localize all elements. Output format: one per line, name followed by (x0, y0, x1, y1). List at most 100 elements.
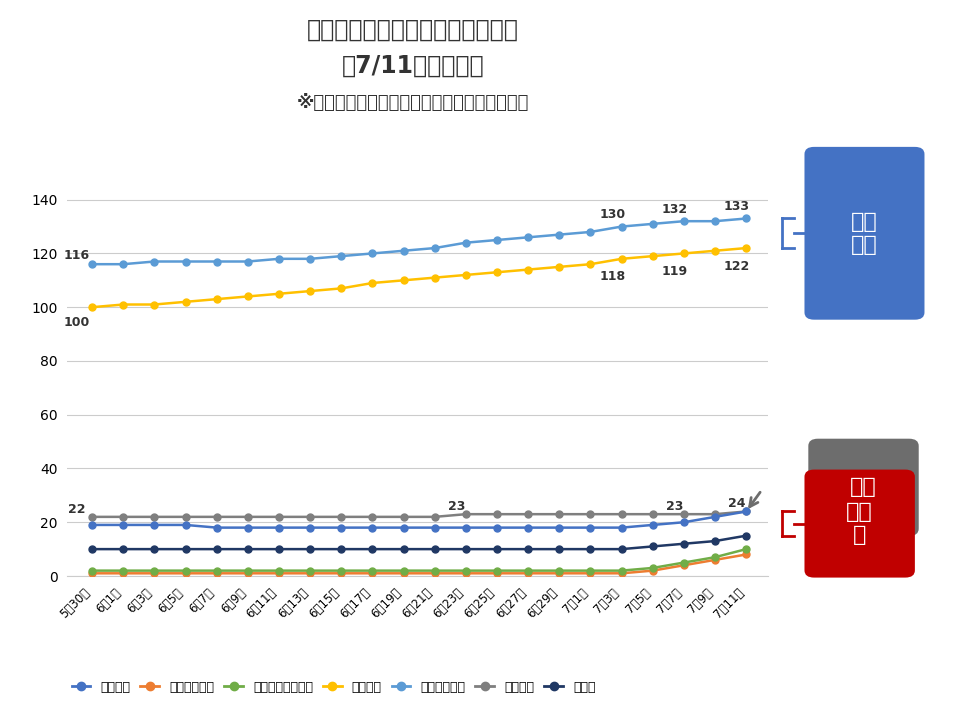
退院者数 (429, 274, 441, 282)
死亡者数 (274, 513, 285, 521)
療養終了者数 (397, 246, 409, 255)
Text: 23: 23 (666, 500, 684, 513)
Text: 118: 118 (599, 270, 625, 283)
宿泊施設療養者数 (492, 567, 503, 575)
その他 (492, 545, 503, 554)
療養終了者数 (367, 249, 378, 258)
退院者数 (492, 268, 503, 276)
Line: 自宅療養者数: 自宅療養者数 (88, 551, 750, 577)
自宅療養者数 (554, 569, 565, 577)
自宅療養者数 (211, 569, 223, 577)
自宅療養者数 (709, 556, 721, 564)
入院者数 (304, 523, 316, 532)
療養終了者数 (740, 214, 752, 222)
入院者数 (117, 521, 129, 529)
死亡者数 (117, 513, 129, 521)
入院者数 (211, 523, 223, 532)
死亡者数 (304, 513, 316, 521)
死亡者数 (367, 513, 378, 521)
自宅療養者数 (367, 569, 378, 577)
Text: 133: 133 (724, 200, 750, 213)
入院者数 (492, 523, 503, 532)
入院者数 (149, 521, 160, 529)
自宅療養者数 (740, 550, 752, 559)
入院者数 (367, 523, 378, 532)
自宅療養者数 (149, 569, 160, 577)
入院者数 (740, 507, 752, 516)
療養終了者数 (585, 228, 596, 236)
退院者数 (86, 303, 98, 312)
宿泊施設療養者数 (86, 567, 98, 575)
死亡者数 (616, 510, 628, 518)
Line: 死亡者数: 死亡者数 (88, 508, 750, 521)
療養終了者数 (149, 257, 160, 266)
死亡者数 (429, 513, 441, 521)
Text: 死亡: 死亡 (851, 477, 876, 498)
その他 (304, 545, 316, 554)
自宅療養者数 (647, 567, 659, 575)
死亡者数 (460, 510, 471, 518)
療養終了者数 (274, 254, 285, 263)
入院者数 (616, 523, 628, 532)
宿泊施設療養者数 (585, 567, 596, 575)
Text: 川崎市内の感染者の治療状況推移: 川崎市内の感染者の治療状況推移 (307, 18, 518, 42)
その他 (709, 536, 721, 545)
自宅療養者数 (678, 561, 689, 570)
入院者数 (678, 518, 689, 526)
死亡者数 (180, 513, 191, 521)
Text: 116: 116 (63, 249, 89, 262)
退院者数 (211, 294, 223, 303)
その他 (740, 531, 752, 540)
退院者数 (367, 279, 378, 287)
療養終了者数 (211, 257, 223, 266)
療養終了者数 (460, 238, 471, 247)
療養終了者数 (242, 257, 253, 266)
療養終了者数 (678, 217, 689, 225)
療養終了者数 (304, 254, 316, 263)
自宅療養者数 (460, 569, 471, 577)
療養終了者数 (616, 222, 628, 231)
Line: その他: その他 (88, 532, 750, 552)
宿泊施設療養者数 (242, 567, 253, 575)
自宅療養者数 (336, 569, 348, 577)
死亡者数 (242, 513, 253, 521)
入院者数 (585, 523, 596, 532)
自宅療養者数 (304, 569, 316, 577)
自宅療養者数 (397, 569, 409, 577)
自宅療養者数 (585, 569, 596, 577)
入院者数 (709, 513, 721, 521)
入院者数 (460, 523, 471, 532)
その他 (678, 539, 689, 548)
死亡者数 (149, 513, 160, 521)
退院者数 (304, 287, 316, 295)
その他 (554, 545, 565, 554)
退院者数 (678, 249, 689, 258)
死亡者数 (86, 513, 98, 521)
その他 (336, 545, 348, 554)
宿泊施設療養者数 (336, 567, 348, 575)
退院者数 (117, 300, 129, 309)
宿泊施設療養者数 (554, 567, 565, 575)
入院者数 (242, 523, 253, 532)
その他 (429, 545, 441, 554)
死亡者数 (522, 510, 534, 518)
自宅療養者数 (274, 569, 285, 577)
死亡者数 (585, 510, 596, 518)
宿泊施設療養者数 (678, 558, 689, 567)
宿泊施設療養者数 (274, 567, 285, 575)
その他 (585, 545, 596, 554)
退院者数 (585, 260, 596, 269)
宿泊施設療養者数 (740, 545, 752, 554)
入院者数 (86, 521, 98, 529)
Line: 入院者数: 入院者数 (88, 508, 750, 531)
宿泊施設療養者数 (180, 567, 191, 575)
Text: 治療
終了: 治療 終了 (852, 212, 877, 255)
自宅療養者数 (86, 569, 98, 577)
宿泊施設療養者数 (367, 567, 378, 575)
退院者数 (242, 292, 253, 301)
Text: 治療
中: 治療 中 (847, 502, 873, 545)
死亡者数 (211, 513, 223, 521)
宿泊施設療養者数 (647, 564, 659, 572)
Text: 122: 122 (724, 260, 750, 273)
退院者数 (522, 265, 534, 274)
